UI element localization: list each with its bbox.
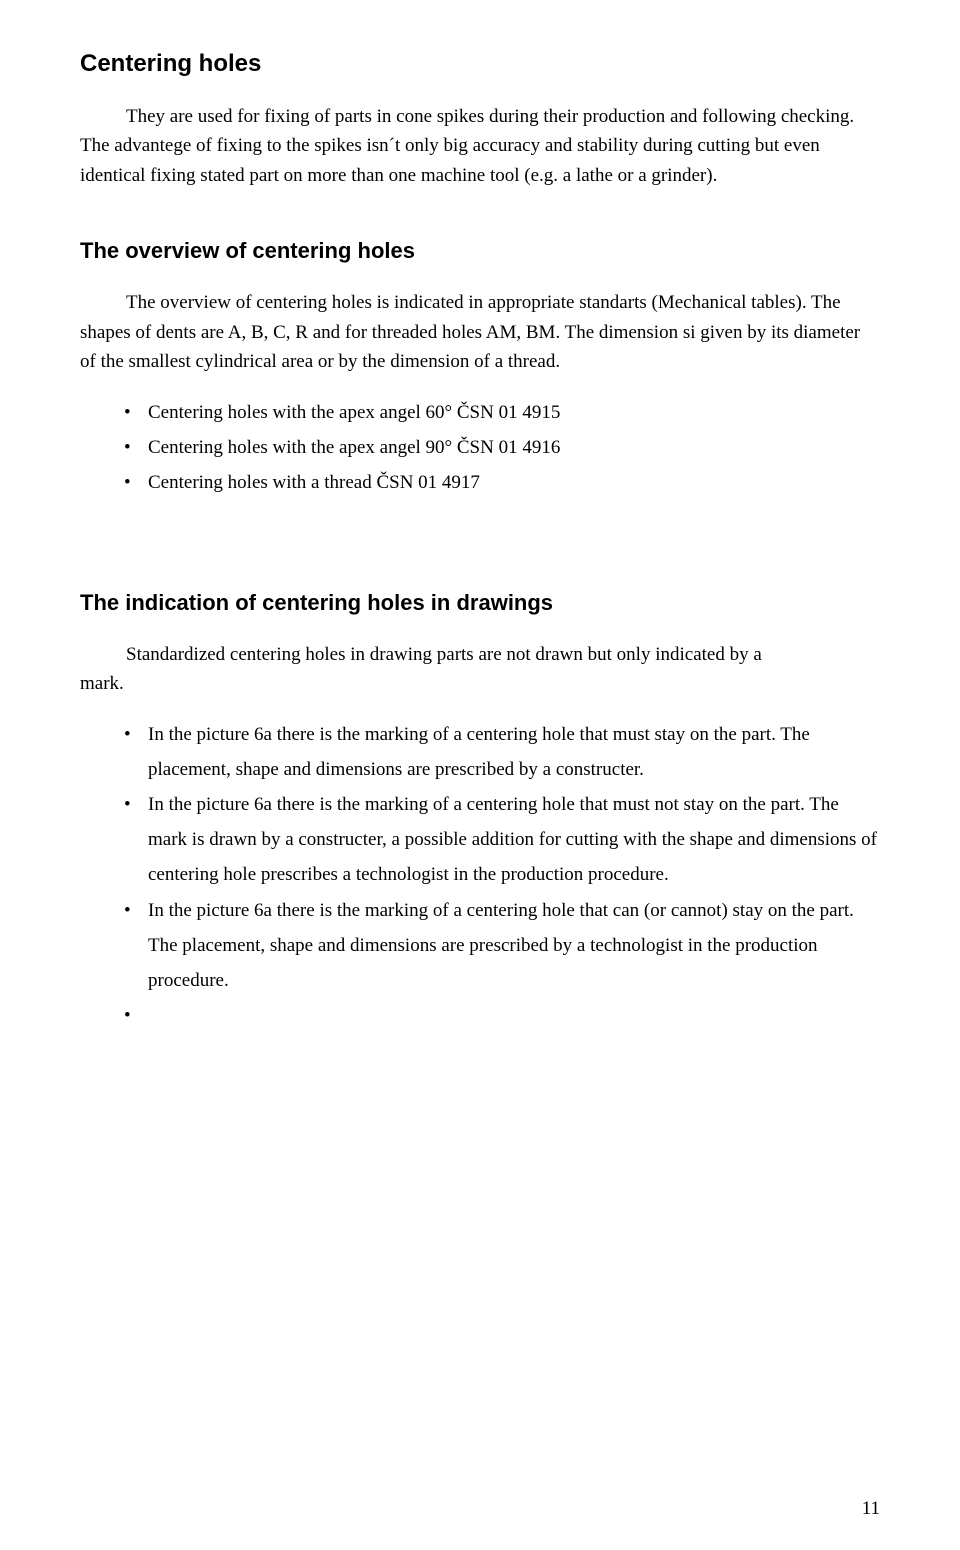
- heading-overview: The overview of centering holes: [80, 238, 880, 264]
- list-item: In the picture 6a there is the marking o…: [80, 893, 880, 998]
- document-page: Centering holes They are used for fixing…: [0, 0, 960, 1056]
- list-item: Centering holes with the apex angel 90° …: [80, 430, 880, 465]
- paragraph-overview: The overview of centering holes is indic…: [80, 288, 880, 376]
- lead-mark-word: mark.: [80, 673, 124, 694]
- list-item: Centering holes with the apex angel 60° …: [80, 395, 880, 430]
- heading-centering-holes: Centering holes: [80, 50, 880, 78]
- heading-indication: The indication of centering holes in dra…: [80, 590, 880, 616]
- paragraph-indication-lead: Standardized centering holes in drawing …: [80, 640, 880, 699]
- paragraph-centering-intro: They are used for fixing of parts in con…: [80, 102, 880, 190]
- page-number: 11: [862, 1498, 880, 1520]
- overview-bullet-list: Centering holes with the apex angel 60° …: [80, 395, 880, 500]
- list-item: In the picture 6a there is the marking o…: [80, 717, 880, 787]
- lead-sentence: Standardized centering holes in drawing …: [80, 640, 762, 669]
- indication-bullet-list: In the picture 6a there is the marking o…: [80, 717, 880, 998]
- list-item: Centering holes with a thread ČSN 01 491…: [80, 465, 880, 500]
- list-item: In the picture 6a there is the marking o…: [80, 787, 880, 892]
